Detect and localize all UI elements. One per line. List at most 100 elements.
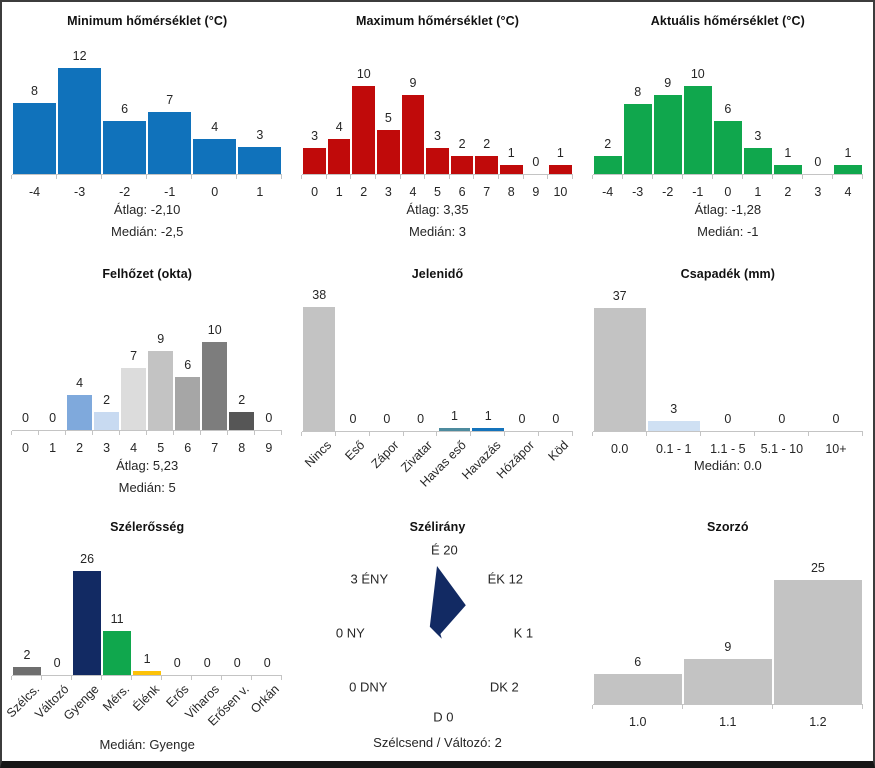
chart-title-wind-strength: Szélerősség xyxy=(110,520,185,534)
x-axis-label: 0.0 xyxy=(593,442,647,456)
wind-direction-label: É 20 xyxy=(430,542,458,558)
bar-value-label: 1 xyxy=(784,146,792,160)
axis-tick xyxy=(301,175,303,179)
axis-tick xyxy=(38,431,40,435)
bar xyxy=(202,342,228,430)
bar-column: 38 xyxy=(302,285,336,431)
chart-precipitation: 37 3 0 0 0 0.0 0.1 - 1 1.1 - 5 5.1 - 10 10+ Medián… xyxy=(583,255,873,508)
x-axis-label-text: 5.1 - 10 xyxy=(760,442,804,456)
chart-title-cloud-cover: Felhőzet (okta) xyxy=(102,267,193,281)
x-axis-label-text: 2 xyxy=(784,185,792,199)
bar-column: 9 xyxy=(683,558,773,704)
x-axis-label: 2 xyxy=(66,441,93,455)
axis-tick xyxy=(368,432,370,436)
bar xyxy=(327,139,351,174)
axis-tick xyxy=(497,175,499,179)
x-axis-labels: -4 -3 -2 -1 0 1 xyxy=(12,185,282,199)
x-axis-labels: 1.0 1.1 1.2 xyxy=(593,715,863,729)
x-axis-labels: 0 1 2 3 4 5 6 7 8 9 xyxy=(12,441,282,455)
bar xyxy=(623,104,652,174)
plot-area: 3 4 10 5 9 3 2 2 1 0 1 xyxy=(302,64,572,174)
bar-value-label: 0 xyxy=(53,656,61,670)
bar-column: 6 xyxy=(713,64,743,174)
bar-column: 6 xyxy=(102,46,147,174)
bar xyxy=(103,631,132,675)
bar-value-label: 6 xyxy=(184,358,192,372)
bar-column: 0 xyxy=(222,549,252,675)
x-axis-label: -2 xyxy=(102,185,147,199)
axis-tick xyxy=(325,175,327,179)
x-axis-label-text: Nincs xyxy=(302,438,335,471)
bar-column: 10 xyxy=(201,320,228,430)
bar-value-label: 26 xyxy=(80,552,95,566)
x-axis-label-text: 2 xyxy=(360,185,368,199)
bar-value-label: 3 xyxy=(311,129,319,143)
x-axis-label-text: 3 xyxy=(814,185,822,199)
bar-value-label: 10 xyxy=(207,323,222,337)
x-axis-label-text: 0.1 - 1 xyxy=(656,442,692,456)
plot-area: 38 0 0 0 1 1 0 0 xyxy=(302,285,572,431)
axis-tick xyxy=(504,432,506,436)
x-axis-label-text: 7 xyxy=(483,185,491,199)
bar-column: 3 xyxy=(647,286,701,431)
x-axis-label-text: 4 xyxy=(409,185,417,199)
bar-column: 4 xyxy=(192,46,237,174)
bar-column: 6 xyxy=(174,320,201,430)
bar-column: 2 xyxy=(474,64,499,174)
x-axis-label-text: 6 xyxy=(458,185,466,199)
bar-column: 1 xyxy=(773,64,803,174)
bar xyxy=(593,156,622,174)
bar-column: 0 xyxy=(12,320,39,430)
bar-column: 12 xyxy=(57,46,102,174)
x-axis-label: 7 xyxy=(474,185,499,199)
axis-tick xyxy=(537,432,539,436)
axis-tick xyxy=(862,175,863,179)
bar xyxy=(683,659,772,704)
bar-column: 0 xyxy=(701,286,755,431)
bar-value-label: 3 xyxy=(256,128,264,142)
bar xyxy=(475,156,498,174)
x-axis-label: Eső xyxy=(336,437,370,495)
x-axis-label-text: -3 xyxy=(74,185,86,199)
bar-value-label: 0 xyxy=(233,656,241,670)
x-axis-labels: 0.0 0.1 - 1 1.1 - 5 5.1 - 10 10+ xyxy=(593,442,863,456)
axis-tick xyxy=(101,175,103,179)
bar-column: 3 xyxy=(237,46,282,174)
axis-tick xyxy=(200,431,202,435)
bar xyxy=(175,377,201,430)
x-axis-label-text: 1 xyxy=(754,185,762,199)
bar-value-label: 11 xyxy=(110,612,124,626)
x-axis-label-text: 5 xyxy=(434,185,441,199)
bar-value-label: 1 xyxy=(450,409,458,423)
stat-line: Átlag: -1,28 xyxy=(694,202,762,217)
x-axis-label: -2 xyxy=(653,185,683,199)
x-axis-label-text: Zápor xyxy=(368,438,402,471)
wind-rose xyxy=(430,566,467,639)
x-axis xyxy=(11,174,283,179)
bar xyxy=(401,95,425,174)
stats-block: Medián: Gyenge xyxy=(2,734,292,756)
axis-tick xyxy=(699,432,701,436)
panel-present-weather: Jelenidő 38 0 0 0 1 1 0 0 Nincs Eső Zápor Zivatar Ha… xyxy=(292,255,582,508)
axis-tick xyxy=(591,175,593,179)
stat-line: Medián: 0.0 xyxy=(693,458,762,473)
bar-value-label: 2 xyxy=(604,137,612,151)
axis-tick xyxy=(11,175,12,179)
bar xyxy=(73,571,102,675)
x-axis-label: Mérs. xyxy=(100,681,132,739)
x-axis-label: 0.1 - 1 xyxy=(647,442,701,456)
x-axis-label-text: 1.1 - 5 xyxy=(710,442,746,456)
x-axis xyxy=(301,174,573,179)
chart-maximum-temperature: 3 4 10 5 9 3 2 2 1 0 1 0 1 2 3 4 5 6 7 8 9 10 Átlag: 3,35 Mediá… xyxy=(292,2,582,255)
bar-column: 2 xyxy=(593,64,623,174)
x-axis-label: 4 xyxy=(833,185,863,199)
axis-tick xyxy=(173,431,175,435)
x-axis-label: 5.1 - 10 xyxy=(755,442,809,456)
axis-tick xyxy=(119,431,121,435)
bar-value-label: 10 xyxy=(356,67,371,81)
bar-value-label: 3 xyxy=(434,129,441,143)
x-axis-label-text: 0.0 xyxy=(610,442,629,456)
x-axis-label-text: Élénk xyxy=(130,682,163,715)
x-axis-label: 1 xyxy=(39,441,66,455)
